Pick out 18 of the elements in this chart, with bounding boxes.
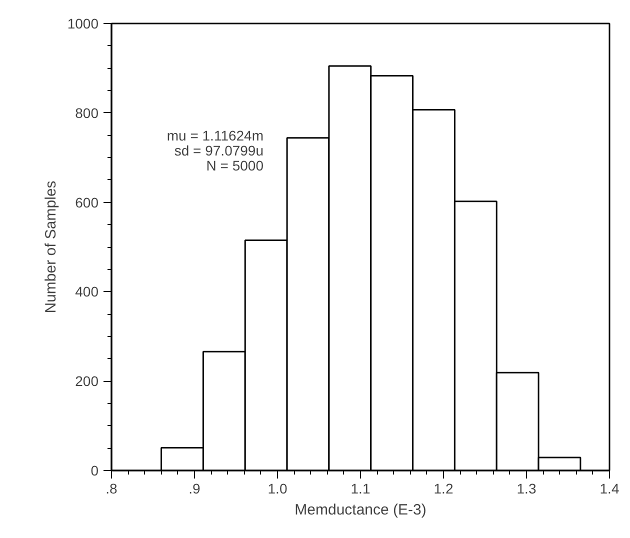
x-tick-label: .8 <box>106 480 118 496</box>
x-tick-label: 1.1 <box>350 480 370 496</box>
y-tick-label: 600 <box>75 194 99 210</box>
y-tick-label: 800 <box>75 104 99 121</box>
x-tick-label: 1.3 <box>516 480 536 496</box>
y-tick-label: 1000 <box>67 16 99 32</box>
x-tick-label: 1.2 <box>434 480 454 496</box>
x-tick-label: .9 <box>188 480 201 496</box>
y-tick-label: 0 <box>90 462 99 478</box>
x-tick-label: 1.4 <box>600 480 620 496</box>
y-axis-title: Number of Samples <box>42 180 60 314</box>
x-tick-label: 1.0 <box>268 480 288 496</box>
annotation: N = 5000 <box>206 158 264 174</box>
annotation: mu = 1.11624m <box>166 128 264 144</box>
y-tick-label: 200 <box>75 373 99 390</box>
y-tick-label: 400 <box>75 284 99 300</box>
x-axis-title: Memductance (E-3) <box>294 502 426 518</box>
annotation: sd = 97.0799u <box>174 142 264 158</box>
